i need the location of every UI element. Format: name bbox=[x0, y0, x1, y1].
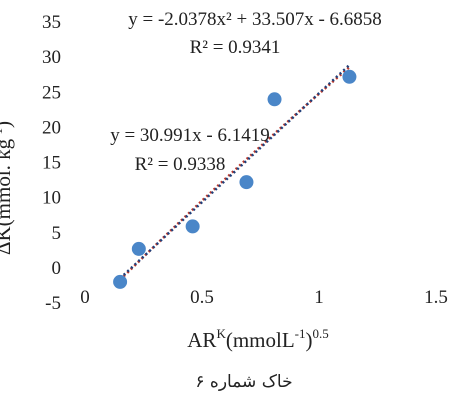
y-tick-label: 35 bbox=[42, 12, 61, 33]
linear-trendline bbox=[119, 64, 351, 280]
y-tick-label: 5 bbox=[52, 223, 62, 244]
x-tick-label: 1.5 bbox=[424, 287, 448, 308]
poly-r2-label: R² = 0.9341 bbox=[190, 37, 281, 58]
y-tick-label: -5 bbox=[45, 293, 61, 314]
y-tick-labels: -5 0 5 10 15 20 25 30 35 bbox=[42, 12, 61, 314]
linear-equation-label: y = 30.991x - 6.1419 bbox=[110, 125, 270, 146]
data-point bbox=[113, 274, 128, 289]
soil-caption: خاک شماره ۶ bbox=[195, 372, 292, 392]
y-tick-label: 0 bbox=[52, 258, 62, 279]
data-point bbox=[239, 175, 254, 190]
data-points bbox=[113, 69, 357, 289]
y-tick-label: 20 bbox=[42, 117, 61, 138]
x-tick-label: 1 bbox=[314, 287, 324, 308]
y-tick-label: 30 bbox=[42, 47, 61, 68]
linear-r2-label: R² = 0.9338 bbox=[135, 154, 226, 175]
y-tick-label: 15 bbox=[42, 153, 61, 174]
data-point bbox=[131, 241, 146, 256]
y-axis-title: ΔK(mmol. kg-1) bbox=[0, 121, 15, 255]
data-point bbox=[342, 69, 357, 84]
y-tick-label: 10 bbox=[42, 188, 61, 209]
poly-equation-label: y = -2.0378x² + 33.507x - 6.6858 bbox=[128, 9, 382, 30]
data-point bbox=[185, 219, 200, 234]
x-tick-label: 0.5 bbox=[190, 287, 214, 308]
x-tick-label: 0 bbox=[80, 287, 90, 308]
x-tick-labels: 0 0.5 1 1.5 bbox=[80, 287, 448, 308]
data-point bbox=[267, 92, 282, 107]
trendlines bbox=[119, 64, 351, 281]
x-axis-title: ARK(mmolL-1)0.5 bbox=[187, 326, 329, 352]
y-tick-label: 25 bbox=[42, 82, 61, 103]
